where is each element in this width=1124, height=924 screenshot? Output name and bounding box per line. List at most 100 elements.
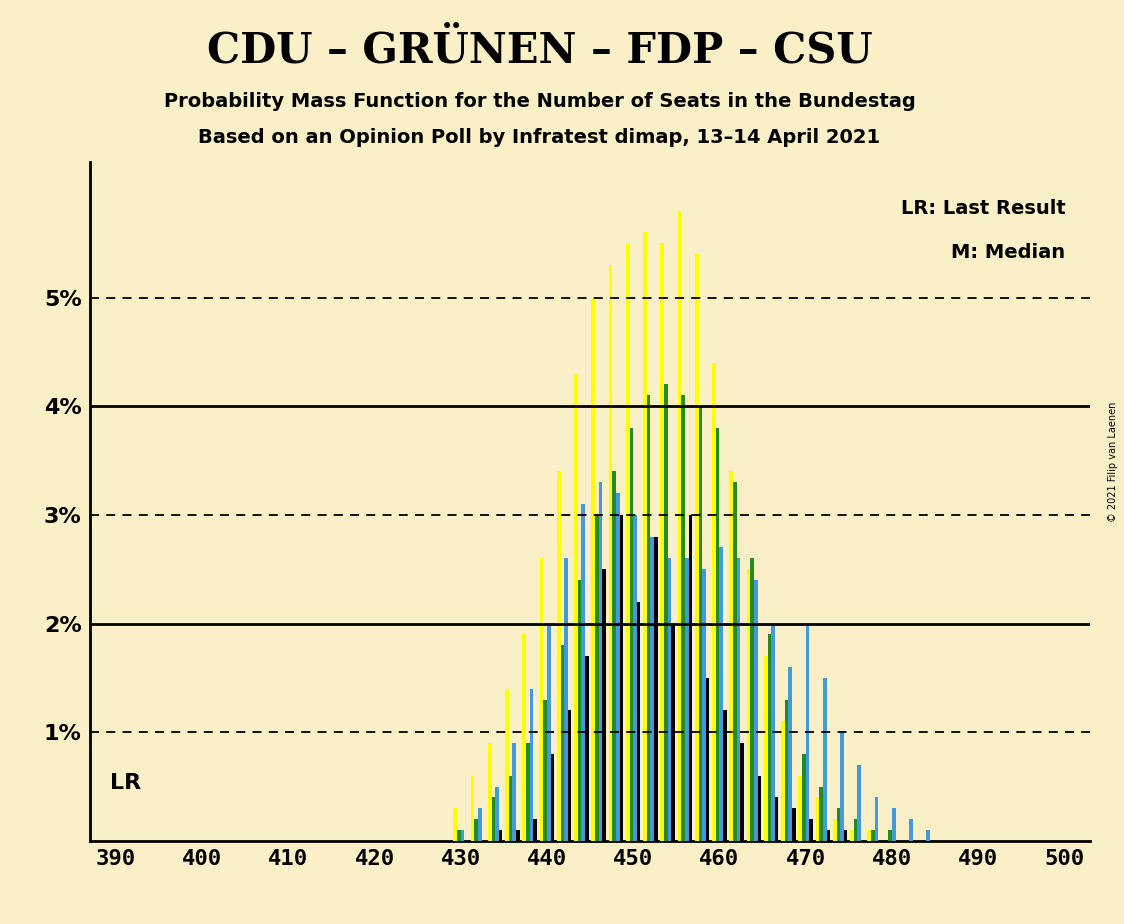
- Bar: [729, 471, 733, 841]
- Bar: [699, 407, 702, 841]
- Bar: [651, 537, 654, 841]
- Bar: [643, 232, 646, 841]
- Bar: [586, 656, 589, 841]
- Bar: [751, 558, 754, 841]
- Bar: [478, 808, 481, 841]
- Bar: [671, 624, 674, 841]
- Bar: [768, 635, 771, 841]
- Bar: [496, 786, 499, 841]
- Bar: [806, 624, 809, 841]
- Bar: [633, 515, 637, 841]
- Text: M: Median: M: Median: [951, 243, 1066, 262]
- Bar: [685, 558, 689, 841]
- Bar: [809, 819, 813, 841]
- Bar: [888, 830, 892, 841]
- Bar: [819, 786, 823, 841]
- Bar: [602, 569, 606, 841]
- Bar: [858, 765, 861, 841]
- Bar: [788, 667, 792, 841]
- Bar: [516, 830, 519, 841]
- Bar: [833, 819, 836, 841]
- Bar: [719, 547, 723, 841]
- Bar: [661, 243, 664, 841]
- Bar: [547, 624, 551, 841]
- Bar: [803, 754, 806, 841]
- Bar: [836, 808, 841, 841]
- Bar: [581, 504, 586, 841]
- Bar: [506, 688, 509, 841]
- Bar: [841, 732, 844, 841]
- Text: LR: LR: [110, 773, 140, 794]
- Bar: [713, 363, 716, 841]
- Bar: [678, 211, 681, 841]
- Bar: [564, 558, 568, 841]
- Bar: [758, 775, 761, 841]
- Bar: [526, 743, 529, 841]
- Bar: [523, 635, 526, 841]
- Bar: [619, 515, 623, 841]
- Bar: [681, 395, 685, 841]
- Bar: [854, 819, 858, 841]
- Bar: [453, 808, 457, 841]
- Bar: [844, 830, 847, 841]
- Bar: [706, 678, 709, 841]
- Bar: [654, 537, 658, 841]
- Text: © 2021 Filip van Laenen: © 2021 Filip van Laenen: [1108, 402, 1117, 522]
- Bar: [529, 688, 534, 841]
- Bar: [591, 298, 595, 841]
- Bar: [646, 395, 651, 841]
- Bar: [513, 743, 516, 841]
- Bar: [668, 558, 671, 841]
- Bar: [723, 711, 727, 841]
- Bar: [892, 808, 896, 841]
- Bar: [491, 797, 496, 841]
- Bar: [461, 830, 464, 841]
- Bar: [926, 830, 930, 841]
- Bar: [798, 775, 803, 841]
- Bar: [733, 482, 736, 841]
- Text: CDU – GRÜNEN – FDP – CSU: CDU – GRÜNEN – FDP – CSU: [207, 30, 872, 71]
- Bar: [771, 624, 774, 841]
- Bar: [543, 699, 547, 841]
- Bar: [868, 830, 871, 841]
- Bar: [702, 569, 706, 841]
- Bar: [509, 775, 513, 841]
- Bar: [871, 830, 874, 841]
- Bar: [474, 819, 478, 841]
- Bar: [781, 722, 785, 841]
- Bar: [716, 428, 719, 841]
- Bar: [609, 265, 613, 841]
- Bar: [792, 808, 796, 841]
- Bar: [578, 580, 581, 841]
- Text: LR: Last Result: LR: Last Result: [900, 199, 1066, 218]
- Bar: [874, 797, 878, 841]
- Bar: [561, 645, 564, 841]
- Bar: [637, 602, 641, 841]
- Bar: [616, 493, 619, 841]
- Bar: [471, 775, 474, 841]
- Text: Probability Mass Function for the Number of Seats in the Bundestag: Probability Mass Function for the Number…: [164, 92, 915, 112]
- Bar: [689, 515, 692, 841]
- Bar: [754, 580, 758, 841]
- Bar: [574, 373, 578, 841]
- Bar: [736, 558, 741, 841]
- Bar: [850, 830, 854, 841]
- Bar: [595, 515, 599, 841]
- Bar: [488, 743, 491, 841]
- Bar: [695, 254, 699, 841]
- Bar: [534, 819, 537, 841]
- Text: Based on an Opinion Poll by Infratest dimap, 13–14 April 2021: Based on an Opinion Poll by Infratest di…: [199, 128, 880, 147]
- Bar: [499, 830, 502, 841]
- Bar: [568, 711, 571, 841]
- Bar: [909, 819, 913, 841]
- Bar: [664, 384, 668, 841]
- Bar: [540, 558, 543, 841]
- Bar: [551, 754, 554, 841]
- Bar: [558, 471, 561, 841]
- Bar: [457, 830, 461, 841]
- Bar: [613, 471, 616, 841]
- Bar: [629, 428, 633, 841]
- Bar: [785, 699, 788, 841]
- Bar: [764, 656, 768, 841]
- Bar: [816, 797, 819, 841]
